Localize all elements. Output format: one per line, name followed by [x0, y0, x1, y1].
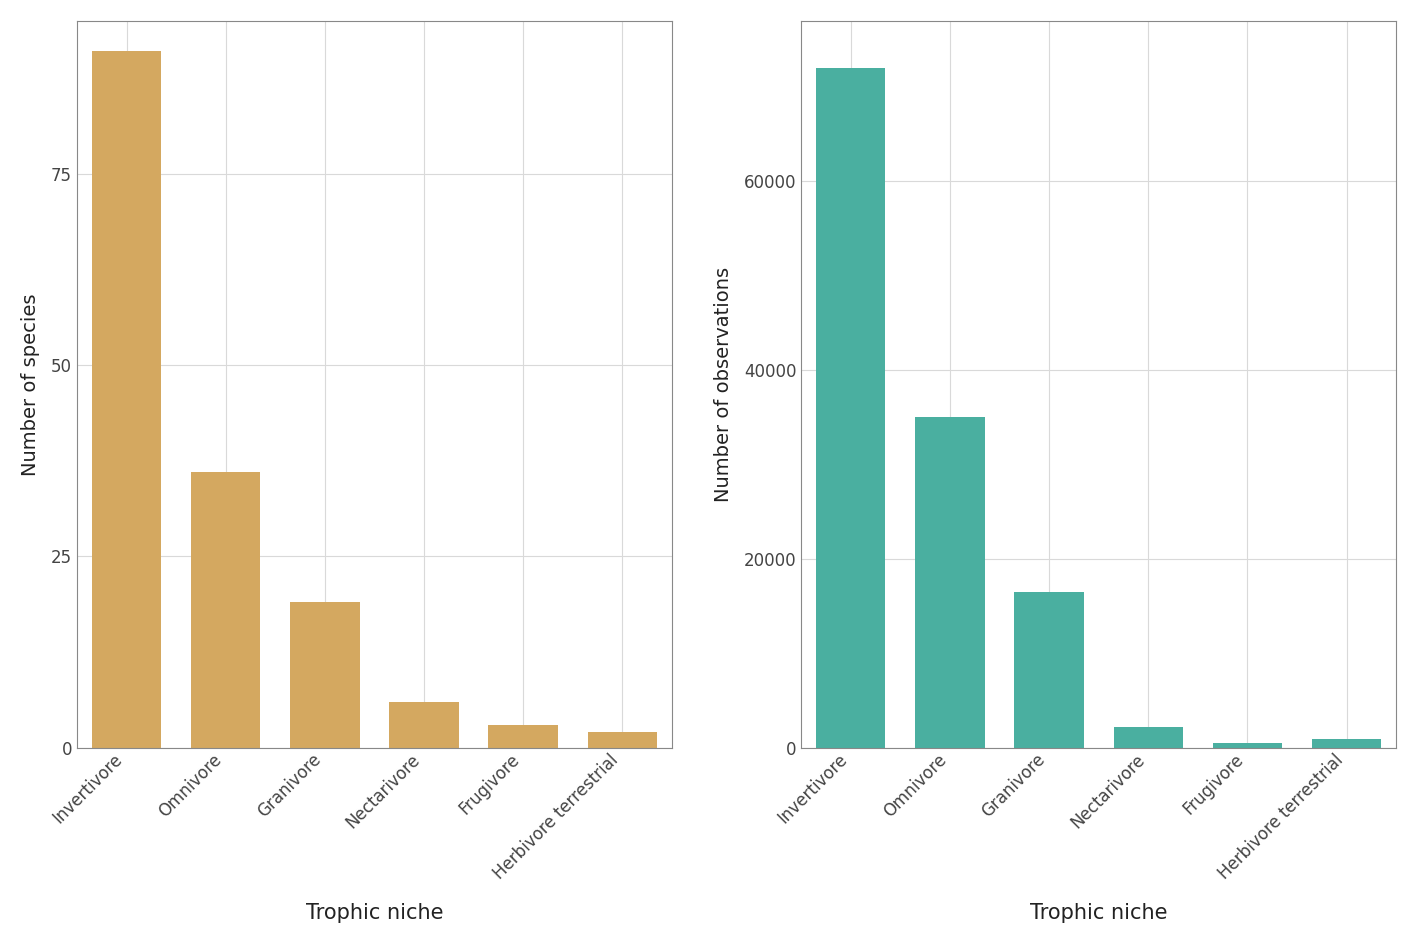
Bar: [390, 701, 459, 748]
Bar: [191, 472, 261, 748]
Bar: [588, 733, 657, 748]
Bar: [489, 725, 558, 748]
Bar: [1015, 592, 1084, 748]
Bar: [1312, 739, 1382, 748]
Y-axis label: Number of observations: Number of observations: [714, 267, 733, 502]
Bar: [290, 602, 360, 748]
Bar: [1213, 743, 1282, 748]
Bar: [816, 68, 886, 748]
Bar: [1114, 727, 1183, 748]
Bar: [92, 51, 162, 748]
Y-axis label: Number of species: Number of species: [21, 293, 40, 476]
X-axis label: Trophic niche: Trophic niche: [306, 903, 444, 923]
Bar: [915, 417, 985, 748]
X-axis label: Trophic niche: Trophic niche: [1030, 903, 1168, 923]
